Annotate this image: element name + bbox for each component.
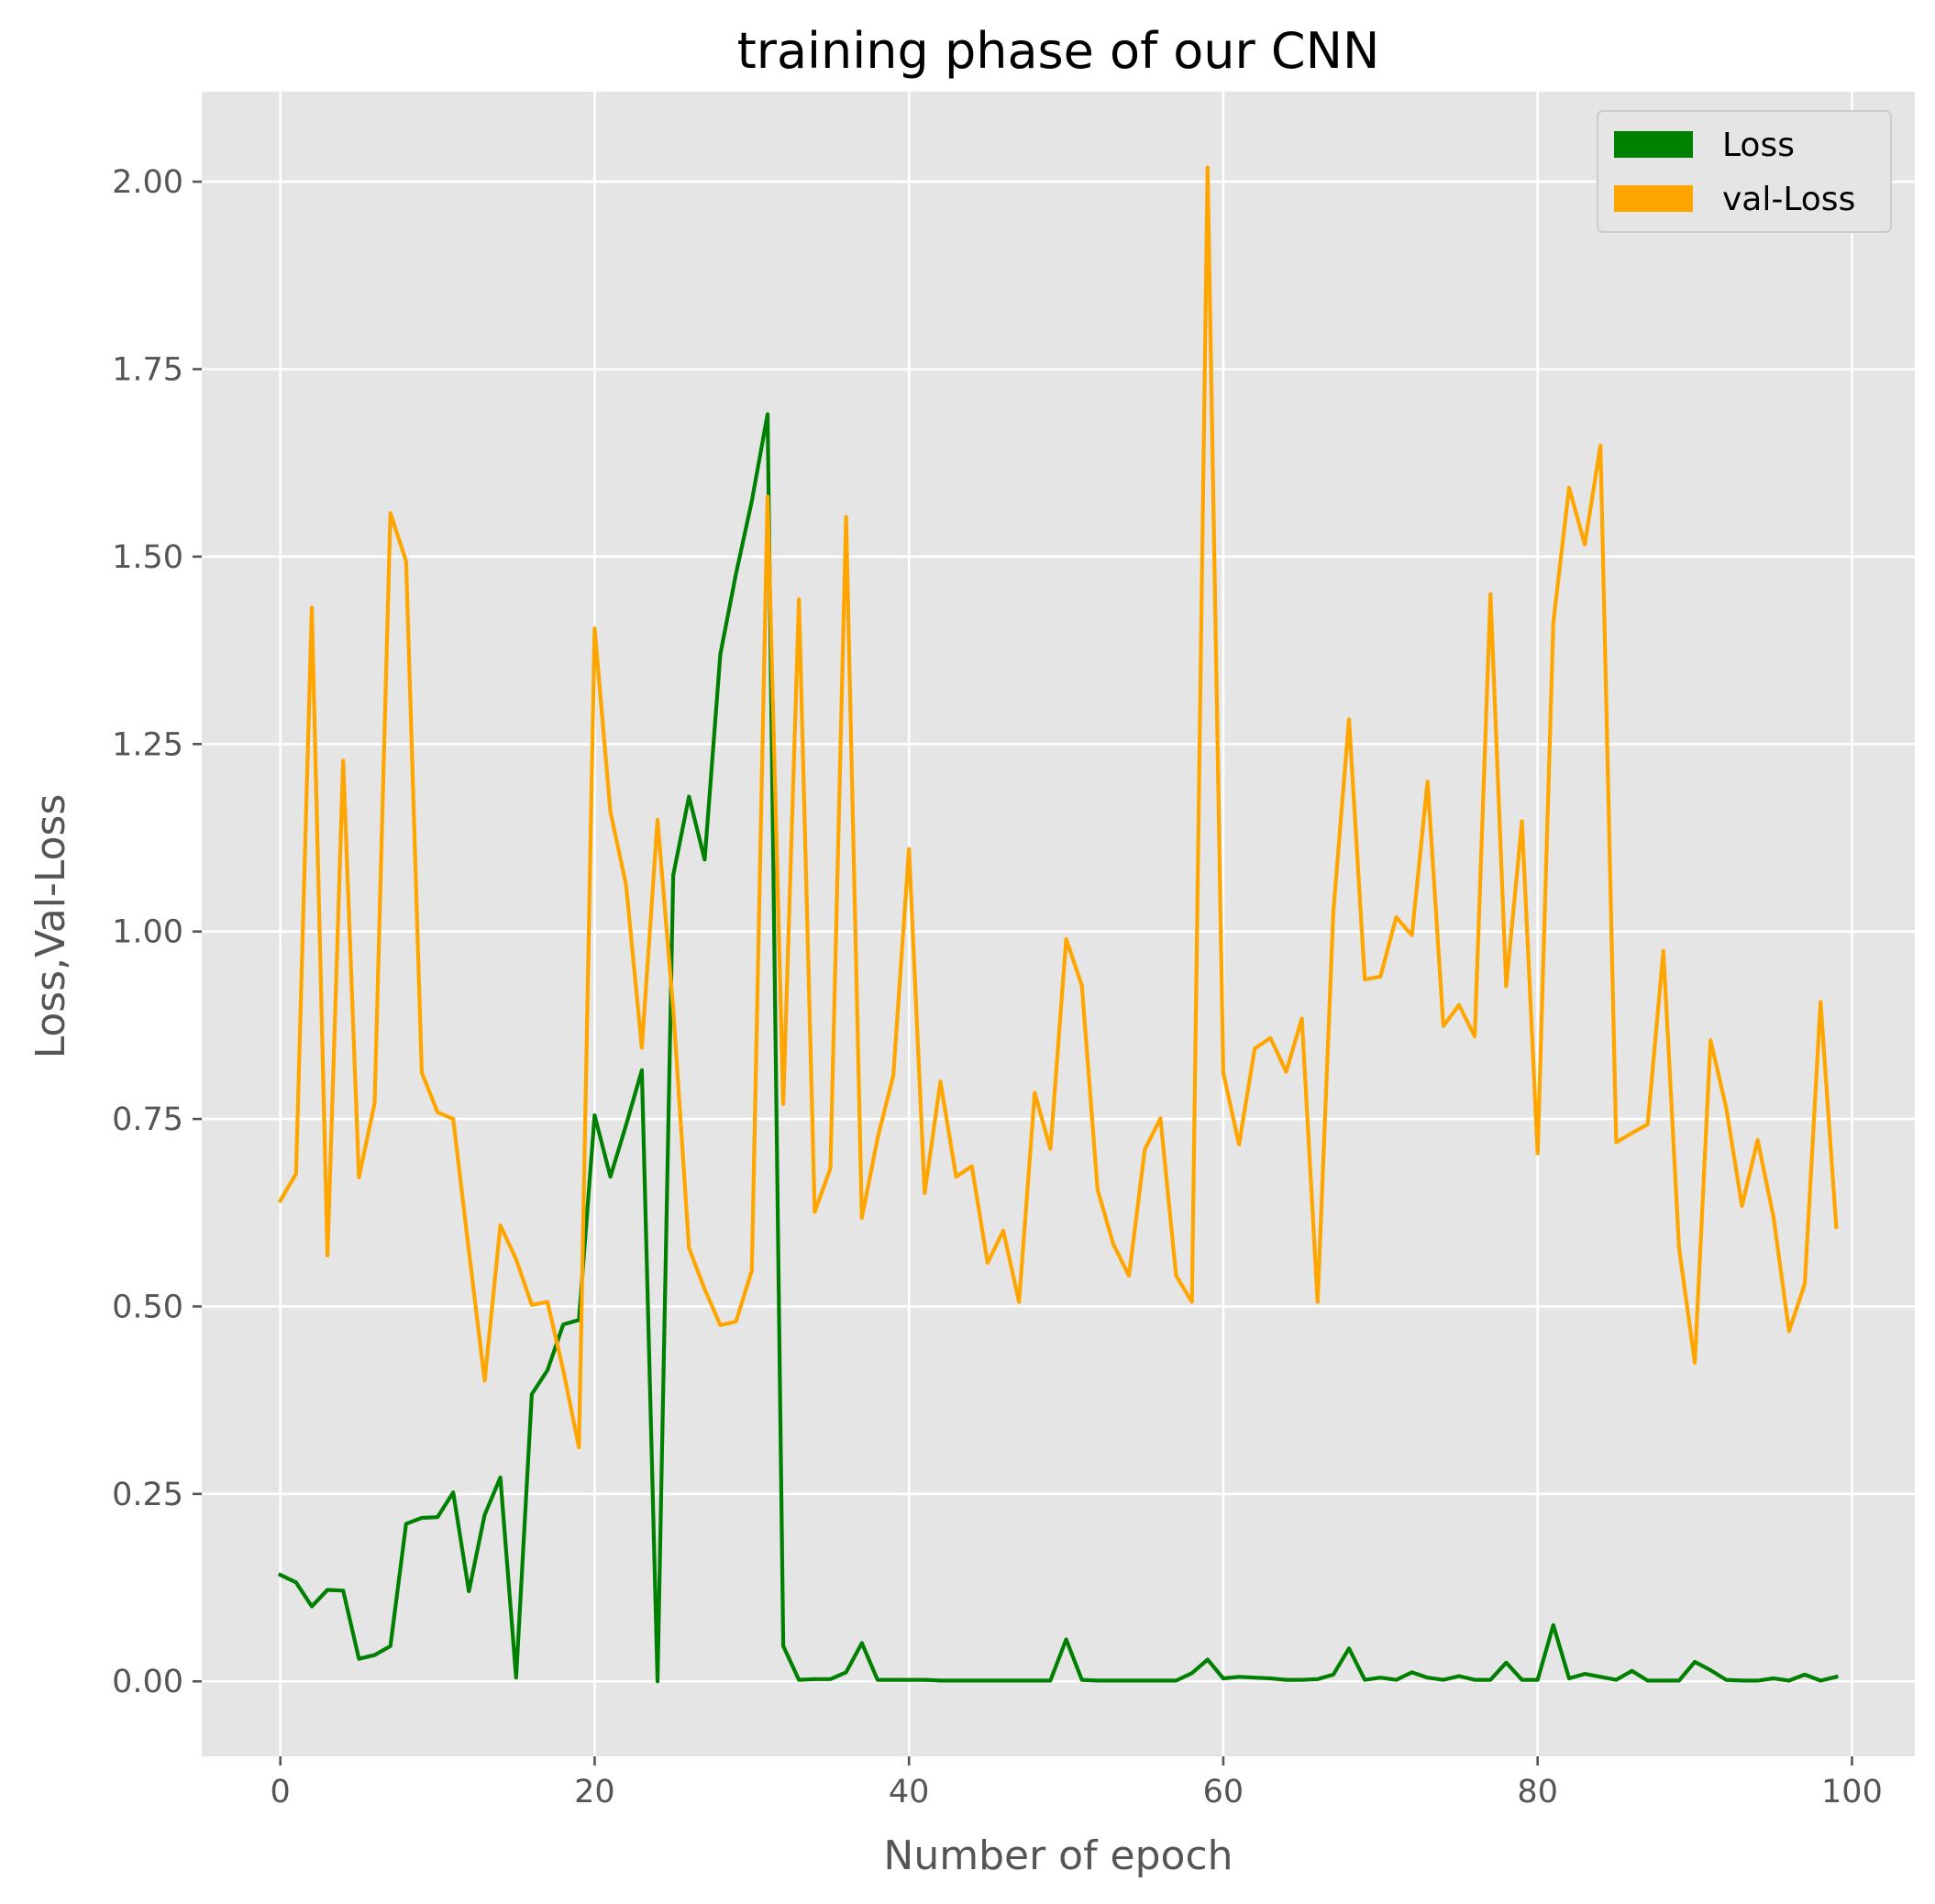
legend-swatch-loss [1614, 131, 1693, 158]
y-tick-label: 0.00 [112, 1664, 183, 1700]
y-tick-label: 0.75 [112, 1101, 183, 1138]
legend-label-loss: Loss [1722, 127, 1795, 164]
y-tick-label: 0.50 [112, 1289, 183, 1325]
series-line-val-loss [277, 165, 1839, 1450]
y-tick-label: 1.00 [112, 914, 183, 951]
legend: Loss val-Loss [1597, 110, 1892, 233]
y-tick-label: 2.00 [112, 164, 183, 201]
x-tick-label: 100 [1821, 1774, 1883, 1810]
x-tick-label: 80 [1517, 1774, 1558, 1810]
x-tick-label: 40 [889, 1774, 930, 1810]
x-tick-label: 20 [574, 1774, 615, 1810]
legend-label-val-loss: val-Loss [1722, 181, 1855, 218]
x-tick-label: 60 [1203, 1774, 1244, 1810]
y-tick-label: 1.50 [112, 539, 183, 576]
y-tick-label: 0.25 [112, 1477, 183, 1513]
x-axis-label: Number of epoch [883, 1832, 1233, 1879]
y-tick-label: 1.75 [112, 352, 183, 389]
tick-labels: 0 20 40 60 80 100 0.00 0.25 0.50 0.75 1.00 1.25 1.50… [112, 164, 1883, 1810]
plot-background [202, 92, 1915, 1756]
y-axis-label: Loss,Val-Loss [28, 794, 74, 1059]
series-line-loss [277, 412, 1839, 1684]
legend-swatch-val-loss [1614, 185, 1693, 212]
y-tick-label: 1.25 [112, 726, 183, 763]
grid-lines [202, 92, 1915, 1756]
x-tick-label: 0 [271, 1774, 291, 1810]
chart-title: training phase of our CNN [737, 22, 1380, 80]
series-layer [277, 165, 1839, 1684]
